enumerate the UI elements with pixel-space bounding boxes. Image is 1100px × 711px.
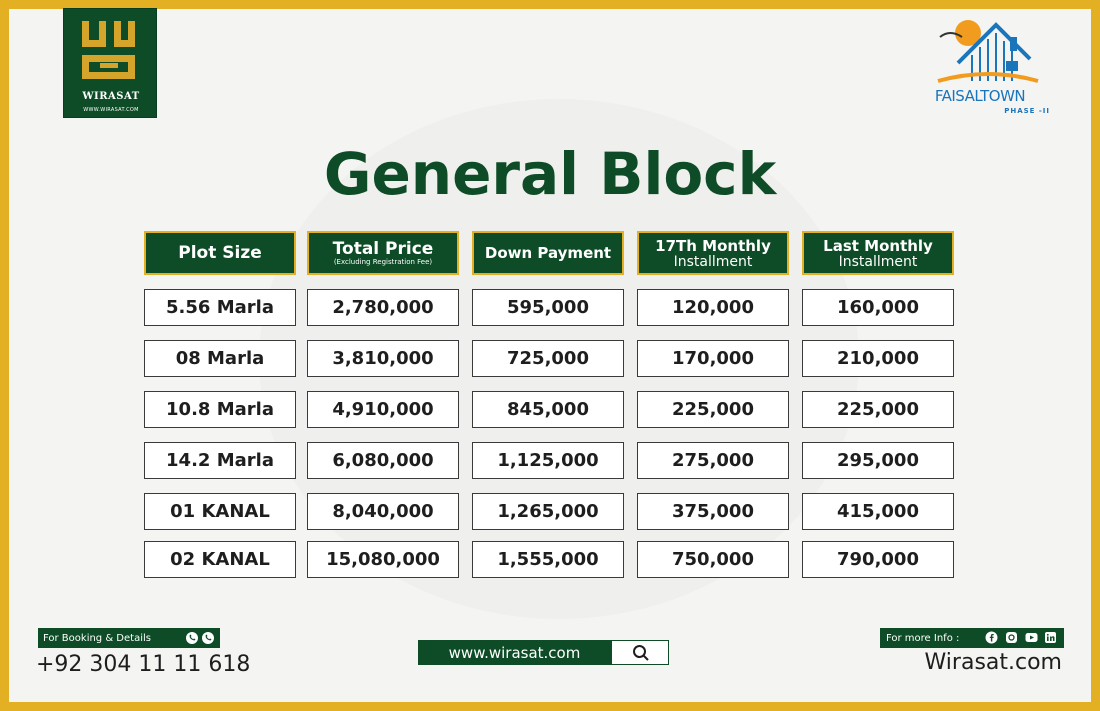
table-cell: 1,125,000 bbox=[472, 442, 624, 479]
header-label: Total Price bbox=[332, 239, 434, 259]
table-cell: 15,080,000 bbox=[307, 541, 459, 578]
booking-banner: For Booking & Details bbox=[38, 628, 220, 648]
table-cell: 790,000 bbox=[802, 541, 954, 578]
table-cell: 295,000 bbox=[802, 442, 954, 479]
phone-number[interactable]: +92 304 11 11 618 bbox=[36, 652, 251, 677]
table-cell: 120,000 bbox=[637, 289, 789, 326]
table-cell: 595,000 bbox=[472, 289, 624, 326]
header-sublabel: Installment bbox=[838, 253, 918, 270]
phone-icon[interactable] bbox=[201, 631, 215, 645]
table-cell: 2,780,000 bbox=[307, 289, 459, 326]
wirasat-monogram-icon bbox=[82, 21, 135, 79]
table-cell: 08 Marla bbox=[144, 340, 296, 377]
header-last-installment: Last Monthly Installment bbox=[802, 231, 954, 275]
table-cell: 225,000 bbox=[637, 391, 789, 428]
header-total-price: Total Price (Excluding Registration Fee) bbox=[307, 231, 459, 275]
page-title: General Block bbox=[323, 140, 777, 208]
booking-label: For Booking & Details bbox=[43, 632, 151, 644]
instagram-icon[interactable] bbox=[1005, 631, 1018, 644]
facebook-icon[interactable] bbox=[985, 631, 998, 644]
table-cell: 1,555,000 bbox=[472, 541, 624, 578]
table-cell: 8,040,000 bbox=[307, 493, 459, 530]
search-icon bbox=[633, 645, 649, 661]
header-sublabel: (Excluding Registration Fee) bbox=[333, 258, 433, 266]
faisal-town-logo: FAISALTOWN PHASE -II bbox=[910, 15, 1060, 120]
table-cell: 170,000 bbox=[637, 340, 789, 377]
faisal-town-phase: PHASE -II bbox=[1004, 107, 1050, 115]
site-name[interactable]: Wirasat.com bbox=[924, 650, 1062, 675]
linkedin-icon[interactable] bbox=[1044, 631, 1057, 644]
table-cell: 6,080,000 bbox=[307, 442, 459, 479]
table-cell: 5.56 Marla bbox=[144, 289, 296, 326]
wirasat-logo-url: WWW.WIRASAT.COM bbox=[83, 107, 139, 113]
table-cell: 14.2 Marla bbox=[144, 442, 296, 479]
faisal-town-name: FAISALTOWN bbox=[934, 87, 1026, 105]
website-bar[interactable]: www.wirasat.com bbox=[418, 640, 611, 665]
table-cell: 4,910,000 bbox=[307, 391, 459, 428]
table-cell: 225,000 bbox=[802, 391, 954, 428]
header-sublabel: Installment bbox=[673, 253, 753, 270]
header-label: Down Payment bbox=[484, 244, 612, 262]
header-plot-size: Plot Size bbox=[144, 231, 296, 275]
whatsapp-icon[interactable] bbox=[185, 631, 199, 645]
table-cell: 415,000 bbox=[802, 493, 954, 530]
table-cell: 3,810,000 bbox=[307, 340, 459, 377]
youtube-icon[interactable] bbox=[1025, 631, 1038, 644]
header-label: Last Monthly bbox=[823, 236, 933, 255]
table-cell: 01 KANAL bbox=[144, 493, 296, 530]
more-info-label: For more Info : bbox=[886, 632, 960, 644]
wirasat-logo-name: WIRASAT bbox=[82, 91, 140, 102]
table-cell: 750,000 bbox=[637, 541, 789, 578]
search-button[interactable] bbox=[611, 640, 669, 665]
header-label: Plot Size bbox=[178, 243, 262, 263]
more-info-banner: For more Info : bbox=[880, 628, 1064, 648]
table-cell: 1,265,000 bbox=[472, 493, 624, 530]
wirasat-logo: WIRASAT WWW.WIRASAT.COM bbox=[63, 8, 157, 118]
table-cell: 160,000 bbox=[802, 289, 954, 326]
table-cell: 10.8 Marla bbox=[144, 391, 296, 428]
table-cell: 375,000 bbox=[637, 493, 789, 530]
table-cell: 725,000 bbox=[472, 340, 624, 377]
header-down-payment: Down Payment bbox=[472, 231, 624, 275]
table-cell: 02 KANAL bbox=[144, 541, 296, 578]
house-icon bbox=[937, 20, 1039, 83]
header-17th-installment: 17Th Monthly Installment bbox=[637, 231, 789, 275]
table-cell: 845,000 bbox=[472, 391, 624, 428]
header-label: 17Th Monthly bbox=[655, 236, 771, 255]
table-cell: 275,000 bbox=[637, 442, 789, 479]
table-cell: 210,000 bbox=[802, 340, 954, 377]
